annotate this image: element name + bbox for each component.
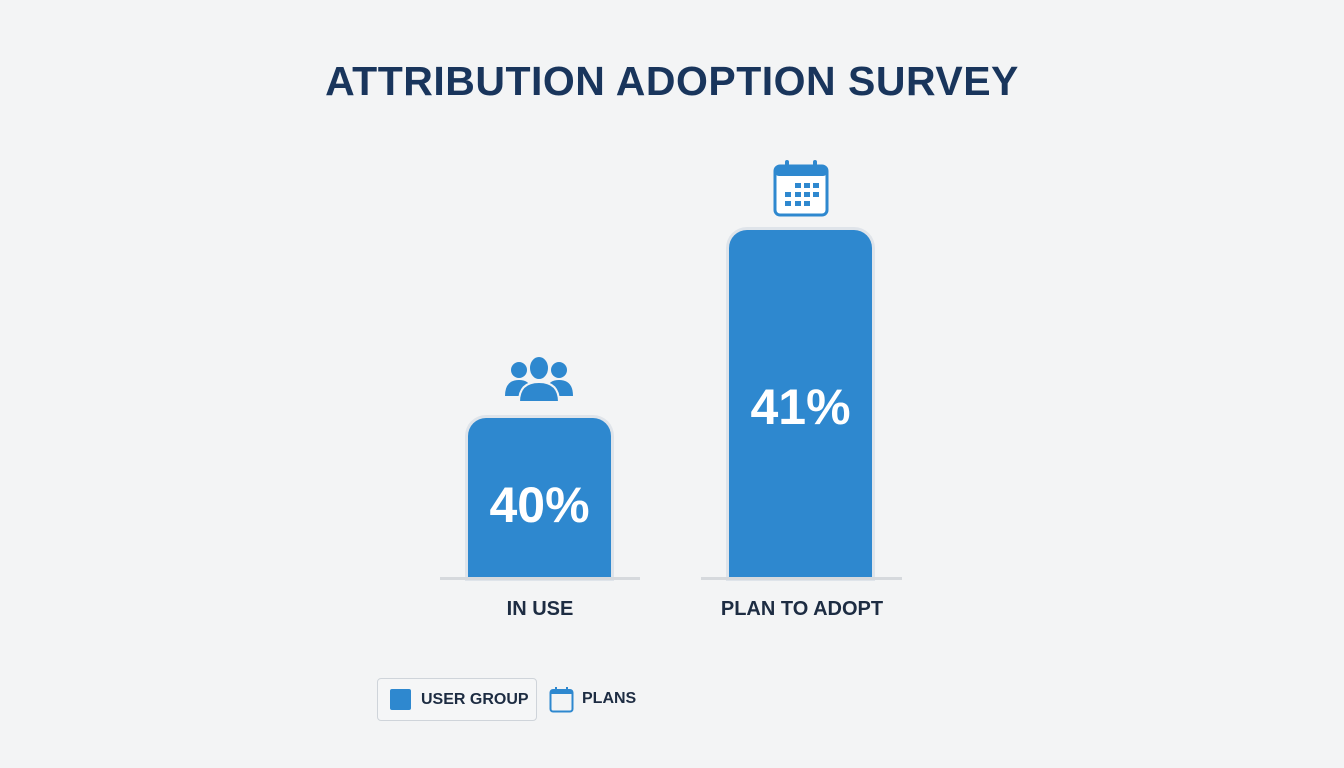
category-label-in-use: IN USE: [506, 598, 574, 620]
legend-item-plans[interactable]: PLANS: [549, 685, 636, 713]
legend-label: PLANS: [582, 690, 637, 707]
legend-label: USER GROUP: [421, 690, 529, 708]
calendar-icon: [773, 159, 829, 217]
bar-value-label: 41%: [750, 379, 851, 435]
chart-title: ATTRIBUTION ADOPTION SURVEY: [325, 58, 1019, 104]
category-label-plan-to-adopt: PLAN TO ADOPT: [720, 598, 884, 620]
bar-in-use: 40%: [468, 418, 611, 578]
filled-square-icon: [390, 689, 411, 710]
legend-item-user-group[interactable]: USER GROUP: [377, 678, 537, 721]
bar-value-label: 40%: [489, 477, 590, 533]
user-group-icon: [505, 355, 573, 403]
bar-plan-to-adopt: 41%: [729, 230, 872, 578]
baseline: [701, 577, 902, 580]
baseline: [440, 577, 640, 580]
calendar-icon: [549, 686, 574, 713]
